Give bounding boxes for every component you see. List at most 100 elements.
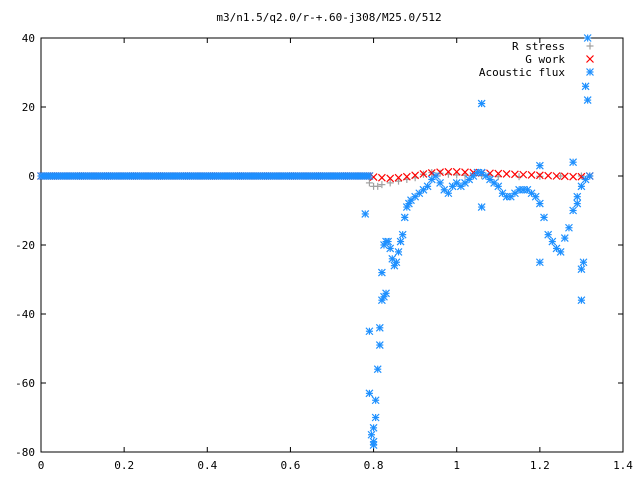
y-tick-label: 20 [22, 101, 35, 114]
data-point [371, 396, 380, 405]
x-tick-label: 0.8 [364, 459, 384, 472]
data-point [400, 213, 409, 222]
data-point [569, 172, 578, 181]
data-point [395, 177, 403, 185]
data-point [560, 172, 569, 181]
data-point [494, 169, 503, 178]
data-point [557, 172, 565, 180]
data-point [540, 213, 548, 222]
data-point [386, 174, 395, 183]
data-point [436, 178, 445, 187]
data-point [375, 323, 384, 332]
legend-label: G work [525, 53, 565, 66]
data-point [577, 296, 586, 305]
data-point [378, 181, 386, 189]
data-point [519, 170, 528, 179]
data-point [527, 171, 536, 179]
data-point [436, 169, 444, 177]
data-point [579, 258, 588, 267]
x-tick-label: 0 [38, 459, 45, 472]
data-point [556, 247, 565, 256]
legend-marker [586, 42, 594, 50]
data-point [444, 167, 453, 176]
data-point [365, 179, 373, 187]
data-point [394, 173, 403, 182]
x-tick-label: 0.4 [197, 459, 217, 472]
data-point [573, 192, 582, 201]
data-point [423, 182, 432, 191]
data-point [375, 341, 384, 349]
data-point [369, 437, 378, 446]
data-point [531, 192, 540, 201]
data-point [585, 172, 594, 180]
data-point [432, 172, 440, 180]
data-point [427, 168, 436, 177]
data-point [371, 413, 380, 422]
y-tick-label: -20 [15, 239, 35, 252]
data-point [477, 99, 486, 108]
data-point [452, 167, 461, 176]
data-point [510, 170, 519, 179]
data-point [361, 210, 370, 218]
data-point [548, 237, 557, 246]
data-point [396, 237, 405, 246]
data-point [577, 265, 586, 274]
data-point [444, 189, 453, 198]
data-point [365, 389, 374, 398]
x-tick-label: 1 [453, 459, 460, 472]
data-point [486, 175, 494, 184]
data-marks [37, 34, 594, 450]
x-tick-label: 1.2 [530, 459, 550, 472]
data-point [494, 182, 503, 191]
legend-marker [586, 55, 594, 63]
data-point [374, 182, 382, 190]
data-point [394, 247, 403, 256]
data-point [377, 173, 386, 182]
data-point [402, 172, 411, 181]
series-2 [37, 34, 594, 450]
data-point [461, 168, 469, 177]
data-point [365, 327, 374, 336]
data-point [369, 423, 378, 432]
data-point [386, 179, 394, 187]
chart-title: m3/n1.5/q2.0/r-+.60-j308/M25.0/512 [216, 11, 441, 24]
data-point [373, 365, 382, 374]
data-point [384, 237, 393, 246]
data-point [535, 161, 544, 170]
data-point [544, 230, 553, 239]
data-point [569, 158, 578, 167]
y-tick-label: -60 [15, 377, 35, 390]
data-point [535, 171, 544, 180]
data-point [583, 96, 592, 105]
x-tick-label: 1.4 [613, 459, 633, 472]
data-point [365, 172, 374, 180]
data-point [477, 203, 486, 211]
y-tick-label: -40 [15, 308, 35, 321]
data-point [581, 82, 590, 91]
data-point [377, 268, 386, 277]
data-point [502, 170, 511, 178]
data-point [367, 430, 376, 439]
data-point [535, 258, 544, 267]
data-point [411, 171, 420, 180]
data-point [535, 199, 544, 208]
data-point [560, 234, 569, 243]
data-point [552, 172, 561, 180]
x-tick-label: 0.2 [114, 459, 134, 472]
data-point [583, 34, 592, 42]
y-tick-label: -80 [15, 446, 35, 459]
y-tick-label: 0 [28, 170, 35, 183]
axes: 0 0.2 0.4 0.6 0.8 1 1.2 1.4 40 20 0 -20 -40 -60 -80 [15, 32, 633, 472]
data-point [565, 223, 573, 232]
legend-label: Acoustic flux [479, 66, 565, 79]
data-point [573, 199, 582, 208]
data-point [536, 172, 544, 180]
data-point [544, 171, 553, 180]
data-point [398, 230, 407, 239]
legend-marker [586, 68, 594, 76]
data-point [569, 206, 578, 215]
y-tick-label: 40 [22, 32, 35, 45]
x-tick-label: 0.6 [280, 459, 300, 472]
data-point [392, 258, 401, 267]
